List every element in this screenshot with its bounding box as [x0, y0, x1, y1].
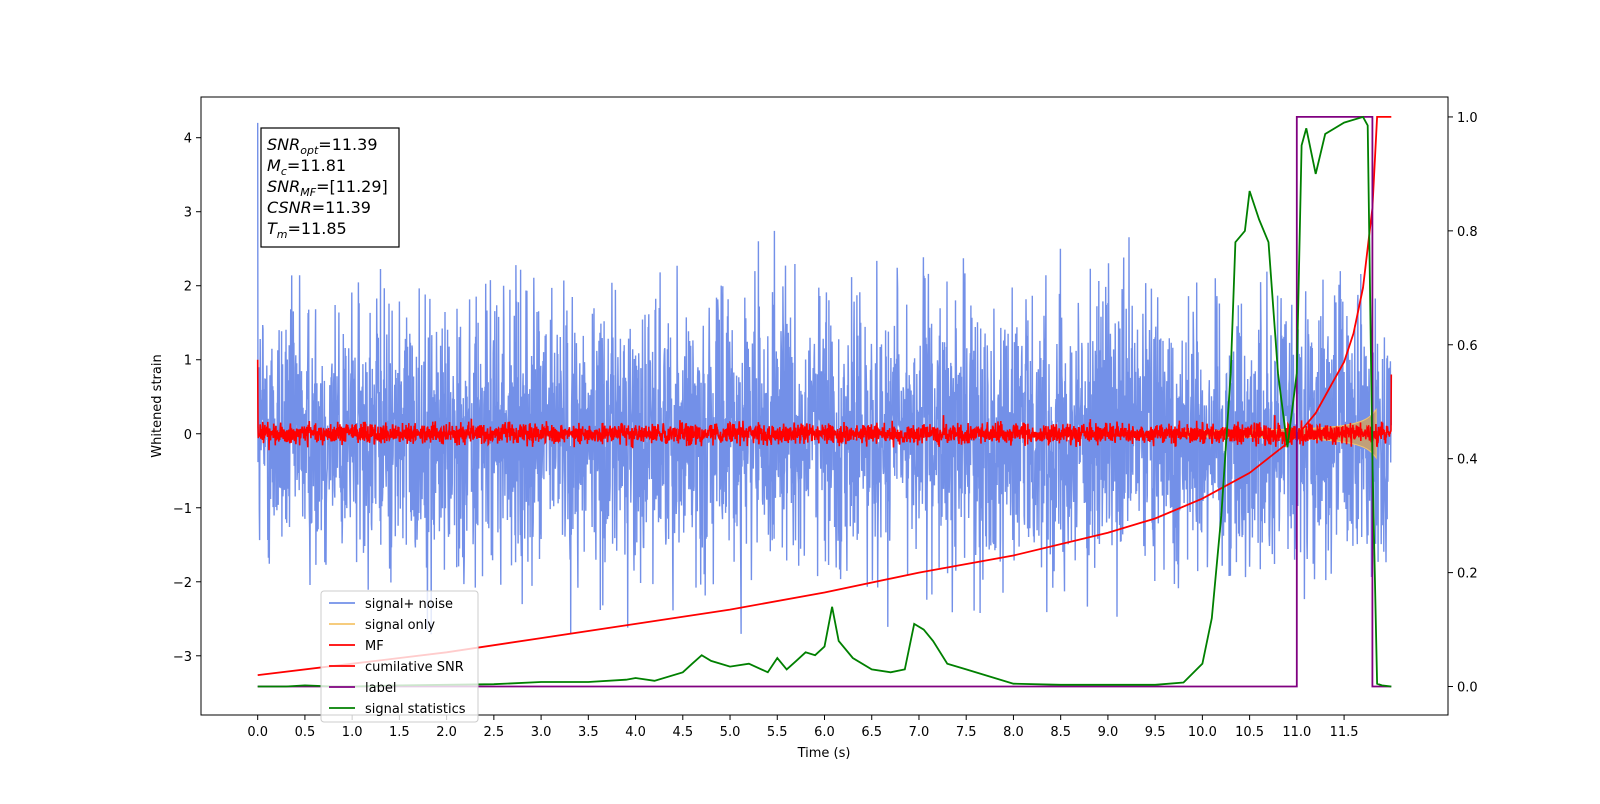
x-axis-label: Time (s) — [797, 746, 851, 761]
y2-tick-label: 0.8 — [1457, 225, 1478, 240]
x-tick-label: 9.5 — [1145, 725, 1166, 740]
x-tick-label: 10.5 — [1235, 725, 1264, 740]
annotation-box: SNRopt=11.39Mc=11.81SNRMF=[11.29]CSNR=11… — [260, 127, 400, 248]
legend-entry: label — [365, 681, 396, 696]
y-tick-label: −1 — [173, 502, 192, 517]
x-tick-label: 2.5 — [484, 725, 505, 740]
x-tick-label: 7.0 — [909, 725, 930, 740]
x-axis: 0.0 0.5 1.0 1.5 2.0 2.5 3.0 3.5 4.0 4.5 5.0 5.5 6.0 6… — [247, 715, 1359, 740]
y-tick-label: −3 — [173, 650, 192, 665]
x-tick-label: 10.0 — [1188, 725, 1217, 740]
x-tick-label: 7.5 — [956, 725, 977, 740]
series-label-line — [257, 116, 1392, 688]
x-tick-label: 1.5 — [389, 725, 410, 740]
annotation-line: Tm=11.85 — [267, 219, 347, 241]
series-signal-statistics-line — [257, 115, 1392, 688]
y-tick-label: 3 — [184, 206, 192, 221]
legend-frame — [320, 590, 479, 723]
x-tick-label: 0.5 — [295, 725, 316, 740]
legend-entry: signal statistics — [365, 702, 466, 717]
y-axis-left: 4 3 2 1 0 −1 −2 −3 — [173, 132, 201, 665]
x-tick-label: 5.5 — [767, 725, 788, 740]
annotation-line: SNRopt=11.39 — [267, 135, 378, 157]
legend-entry: MF — [365, 639, 384, 654]
annotation-line: Mc=11.81 — [267, 156, 346, 178]
x-tick-label: 9.0 — [1098, 725, 1119, 740]
y-tick-label: 0 — [184, 428, 192, 443]
series-signal-noise-line — [257, 122, 1392, 635]
legend: signal+ noise signal only MF cumilative SNR… — [320, 590, 479, 723]
legend-entry: cumilative SNR — [365, 660, 464, 675]
x-tick-label: 8.0 — [1003, 725, 1024, 740]
x-tick-label: 1.0 — [342, 725, 363, 740]
y2-tick-label: 1.0 — [1457, 111, 1478, 126]
y2-tick-label: 0.6 — [1457, 339, 1478, 354]
x-tick-label: 3.0 — [531, 725, 552, 740]
x-tick-label: 6.0 — [814, 725, 835, 740]
x-tick-label: 11.5 — [1330, 725, 1359, 740]
y2-tick-label: 0.2 — [1457, 567, 1478, 582]
y2-tick-label: 0.4 — [1457, 453, 1478, 468]
y2-tick-label: 0.0 — [1457, 681, 1478, 696]
y-tick-label: −2 — [173, 576, 192, 591]
y-tick-label: 1 — [184, 354, 192, 369]
y-tick-label: 4 — [184, 132, 192, 147]
x-tick-label: 4.5 — [672, 725, 693, 740]
y-axis-right: 1.0 0.8 0.6 0.4 0.2 0.0 — [1448, 111, 1478, 696]
x-tick-label: 4.0 — [625, 725, 646, 740]
series-mf-line — [256, 359, 1393, 451]
series-cumilative-snr-line — [257, 116, 1392, 676]
legend-entry: signal only — [365, 618, 435, 633]
annotation-line: SNRMF=[11.29] — [267, 177, 388, 199]
annotation-line: CSNR=11.39 — [267, 198, 371, 217]
x-tick-label: 6.5 — [861, 725, 882, 740]
annotation-frame — [260, 127, 400, 248]
plot-area — [256, 115, 1393, 688]
y-axis-label: Whitened strain — [150, 354, 165, 457]
x-tick-label: 11.0 — [1282, 725, 1311, 740]
x-tick-label: 8.5 — [1050, 725, 1071, 740]
y-tick-label: 2 — [184, 280, 192, 295]
legend-entry: signal+ noise — [365, 597, 453, 612]
x-tick-label: 0.0 — [247, 725, 268, 740]
x-tick-label: 2.0 — [436, 725, 457, 740]
x-tick-label: 3.5 — [578, 725, 599, 740]
x-tick-label: 5.0 — [720, 725, 741, 740]
